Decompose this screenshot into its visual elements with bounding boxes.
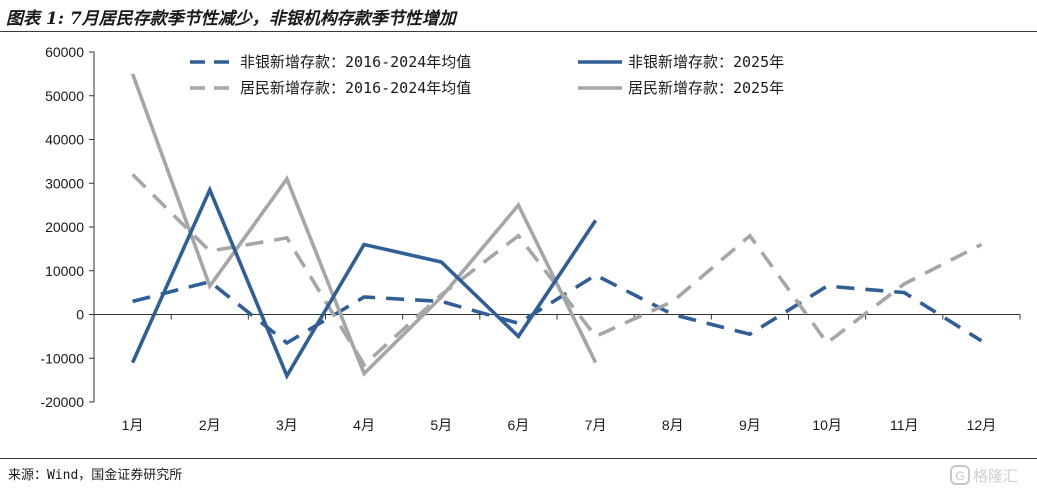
- line-chart: 非银新增存款：2016-2024年均值 非银新增存款：2025年居民新增存款：20…: [40, 44, 1021, 433]
- source-note: 来源：Wind，国金证券研究所: [8, 468, 183, 483]
- x-tick-label: 12月: [967, 417, 997, 433]
- y-tick-label: 10000: [45, 263, 84, 279]
- y-tick-label: 0: [76, 307, 84, 323]
- y-tick-label: 40000: [45, 132, 84, 148]
- y-tick-label: 60000: [45, 44, 84, 60]
- y-tick-label: 30000: [45, 175, 84, 191]
- x-tick-label: 11月: [890, 417, 919, 433]
- y-tick-label: 20000: [45, 219, 84, 235]
- x-tick-label: 10月: [812, 417, 842, 433]
- x-tick-label: 9月: [739, 417, 761, 433]
- svg-text:G: G: [955, 469, 964, 483]
- bottom-divider: [0, 458, 1037, 459]
- legend-label-1: 非银新增存款：2025年: [628, 53, 784, 71]
- x-tick-label: 2月: [199, 417, 221, 433]
- legend: 非银新增存款：2016-2024年均值 非银新增存款：2025年居民新增存款：20…: [190, 53, 784, 97]
- x-tick-label: 4月: [353, 417, 375, 433]
- x-tick-label: 1月: [122, 417, 144, 433]
- top-divider: [0, 31, 1037, 32]
- watermark-text: 格隆汇: [973, 467, 1018, 485]
- x-tick-label: 7月: [585, 417, 607, 433]
- legend-label-3: 居民新增存款：2025年: [628, 79, 784, 97]
- chart-title: 图表 1: 7月居民存款季节性减少，非银机构存款季节性增加: [6, 9, 456, 29]
- x-axis: 1月 2月 3月 4月 5月 6月 7月 8月 9月 10月 11月 12月: [93, 314, 1021, 433]
- x-tick-label: 6月: [508, 417, 530, 433]
- series-lines: [130, 73, 983, 380]
- y-tick-label: 50000: [45, 88, 84, 104]
- y-tick-label: -20000: [40, 394, 84, 410]
- series-line-2: [131, 173, 983, 368]
- x-tick-label: 8月: [662, 417, 684, 433]
- x-tick-label: 5月: [430, 417, 452, 433]
- series-line-1: [130, 185, 598, 380]
- y-tick-label: -10000: [40, 350, 84, 366]
- x-tick-label: 3月: [276, 417, 298, 433]
- series-line-0: [132, 273, 983, 346]
- legend-label-0: 非银新增存款：2016-2024年均值: [240, 53, 471, 71]
- series-line-3: [130, 73, 598, 377]
- watermark-logo: G 格隆汇: [950, 465, 1018, 485]
- legend-label-2: 居民新增存款：2016-2024年均值: [240, 79, 471, 97]
- y-axis: -20000 -10000 0 10000 20000 30000 40000 50000 60…: [40, 44, 95, 410]
